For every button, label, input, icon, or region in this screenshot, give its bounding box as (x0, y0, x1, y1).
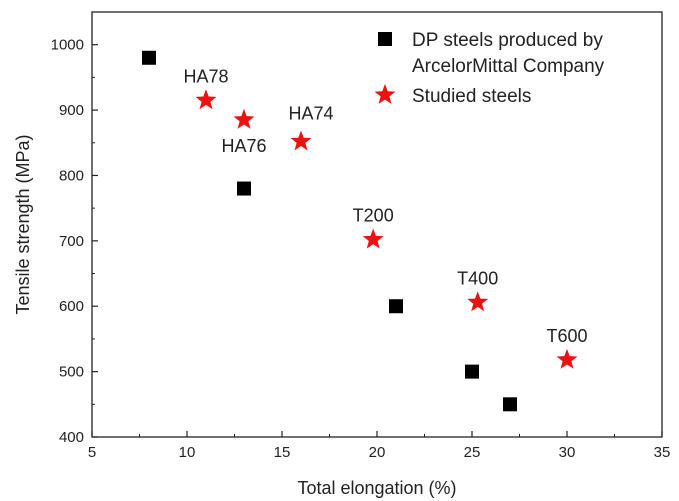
x-tick-label: 20 (369, 444, 386, 461)
y-axis-title: Tensile strength (MPa) (13, 134, 33, 314)
y-tick-label: 900 (59, 102, 84, 119)
point-label-ha78: HA78 (183, 66, 228, 86)
studied-steel-point-t200 (362, 228, 384, 249)
y-tick-label: 500 (59, 364, 84, 381)
y-tick-label: 700 (59, 233, 84, 250)
y-tick-label: 800 (59, 167, 84, 184)
dp-steel-point (465, 364, 479, 379)
x-tick-label: 25 (464, 444, 481, 461)
legend-label: ArcelorMittal Company (412, 56, 605, 77)
legend: DP steels produced by ArcelorMittal Compa… (374, 30, 605, 107)
legend-marker-dp-steels (378, 32, 392, 46)
x-tick-label: 10 (179, 444, 196, 461)
x-tick-label: 5 (88, 444, 96, 461)
dp-steel-point (142, 50, 156, 65)
y-tick-label: 400 (59, 429, 84, 446)
point-label-t400: T400 (457, 268, 498, 288)
studied-steel-point-t600 (556, 348, 578, 369)
dp-steel-point (503, 397, 517, 412)
point-label-t200: T200 (353, 206, 394, 226)
x-tick-label: 30 (559, 444, 576, 461)
x-axis-title: Total elongation (%) (297, 478, 456, 498)
x-tick-label: 35 (654, 444, 671, 461)
studied-steel-point-ha74 (290, 130, 312, 151)
legend-label: DP steels produced by (412, 30, 603, 51)
plot-area-frame (91, 11, 663, 438)
point-label-ha74: HA74 (288, 103, 333, 123)
ticks-layer: 5 10 15 20 25 30 35 400 500 600 700 800 900 1000 (51, 11, 671, 461)
x-tick-label: 15 (274, 444, 291, 461)
studied-steel-point-t400 (467, 291, 489, 312)
dp-steel-point (389, 299, 403, 314)
studied-steel-point-ha78 (195, 89, 217, 110)
y-tick-label: 1000 (51, 37, 84, 54)
point-labels-layer: HA78 HA76 HA74 T200 T400 T600 (183, 66, 587, 346)
point-label-t600: T600 (546, 326, 587, 346)
legend-label: Studied steels (412, 86, 531, 107)
studied-steel-point-ha76 (233, 108, 255, 129)
legend-marker-studied-steels (374, 84, 396, 104)
point-label-ha76: HA76 (221, 136, 266, 156)
dp-steel-point (237, 181, 251, 196)
data-marks-layer (142, 50, 578, 412)
y-tick-label: 600 (59, 298, 84, 315)
